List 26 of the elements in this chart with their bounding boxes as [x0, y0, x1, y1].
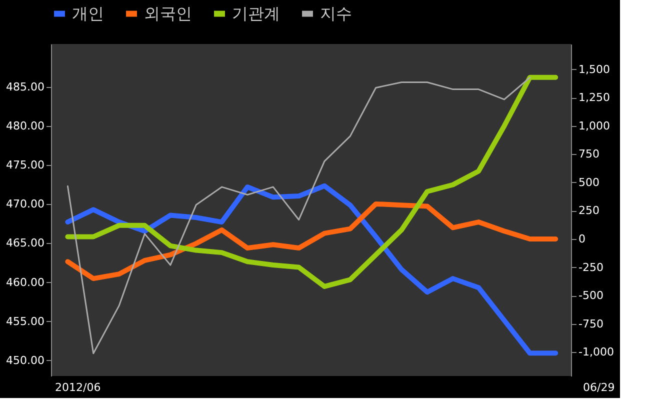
y2-tick-label: -500: [578, 289, 604, 302]
legend-label: 지수: [320, 4, 352, 23]
y-tick-label: 470.00: [6, 198, 44, 211]
y-tick-label: 455.00: [6, 314, 44, 328]
text: 06/29: [583, 381, 615, 394]
legend-label: 개인: [72, 4, 104, 23]
y-tick-label: 465.00: [6, 236, 44, 250]
y-tick-label: 480.00: [6, 120, 44, 133]
y2-tick-label: 750: [578, 148, 600, 161]
y2-tick-label: 1,250: [578, 91, 610, 104]
y2-tick-label: 0: [578, 232, 586, 246]
legend-label: 기관계: [232, 4, 280, 23]
y-tick-label: 450.00: [6, 354, 44, 367]
y2-tick-label: -1,000: [578, 346, 614, 359]
y-tick-label: 460.00: [6, 276, 44, 289]
y2-tick-label: -750: [578, 317, 604, 330]
y-tick-label: 485.00: [6, 80, 44, 94]
y2-tick-label: 1,000: [578, 119, 610, 132]
legend-label: 외국인: [144, 4, 192, 23]
y2-tick-label: 250: [578, 204, 600, 218]
y-tick-label: 475.00: [6, 158, 44, 172]
text: 2012/06: [55, 381, 101, 394]
y2-tick-label: -250: [578, 260, 604, 274]
line-series: [66, 76, 531, 354]
y2-tick-label: 500: [578, 176, 600, 189]
y2-tick-label: 1,500: [578, 62, 610, 76]
